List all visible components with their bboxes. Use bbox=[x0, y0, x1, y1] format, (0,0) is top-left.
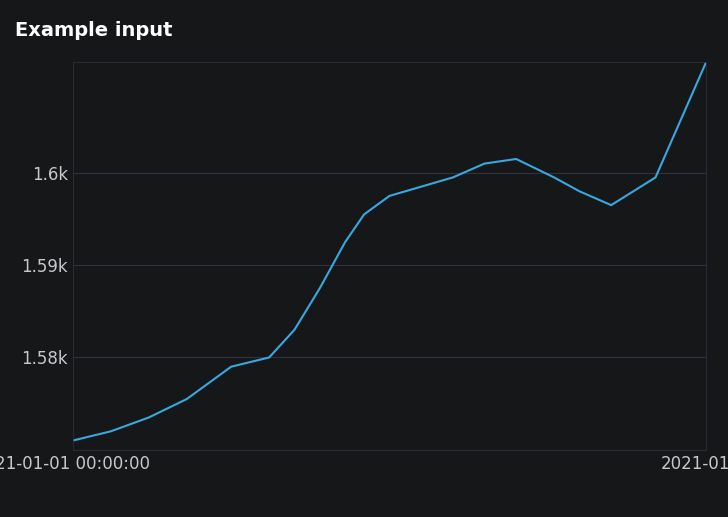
Text: Example input: Example input bbox=[15, 21, 172, 40]
